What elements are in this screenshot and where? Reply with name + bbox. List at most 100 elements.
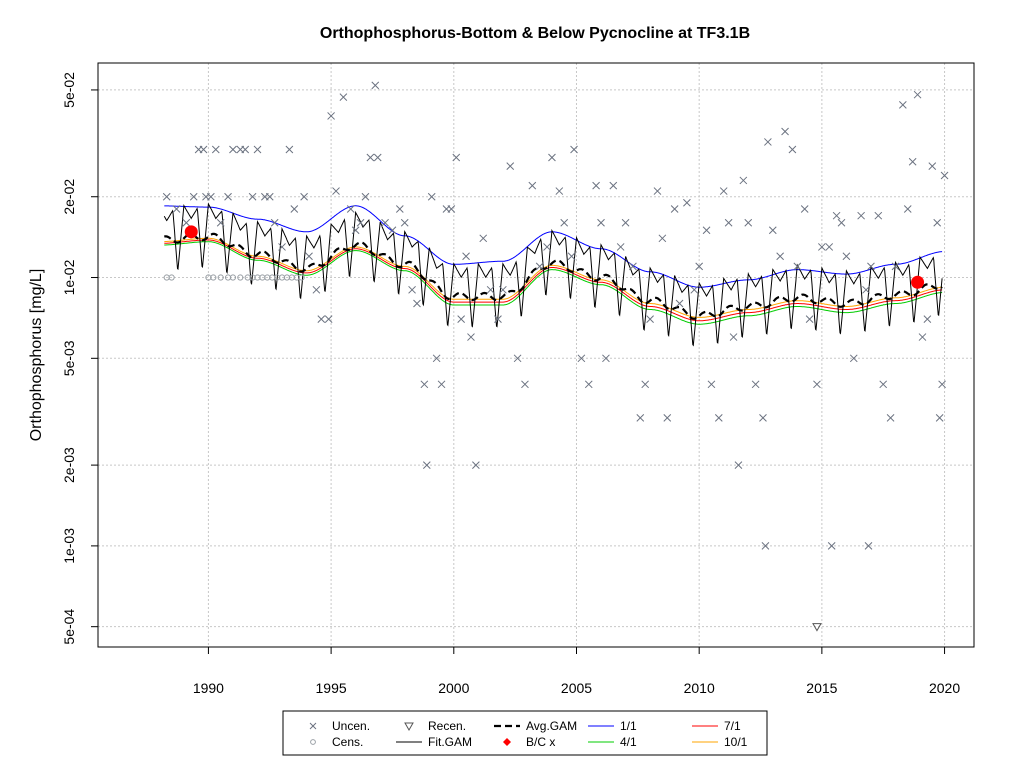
uncensored-point	[253, 145, 262, 154]
uncensored-point	[560, 218, 569, 227]
cross-stroke	[759, 413, 767, 422]
uncensored-point	[381, 218, 389, 227]
uncensored-point	[567, 252, 576, 261]
uncensored-point	[427, 192, 436, 201]
cross-stroke	[366, 153, 375, 162]
cross-stroke	[714, 413, 723, 422]
uncensored-point	[759, 413, 767, 422]
uncensored-point	[874, 211, 883, 220]
cross-stroke	[864, 542, 873, 550]
cross-stroke	[543, 243, 551, 251]
cross-stroke	[918, 333, 927, 341]
uncensored-point	[548, 153, 556, 162]
cross-stroke	[285, 145, 294, 154]
uncensored-point	[577, 354, 586, 363]
legend-item-avggam: Avg.GAM	[494, 719, 577, 733]
uncensored-point	[751, 380, 760, 389]
uncensored-point	[788, 145, 797, 154]
cross-stroke	[908, 157, 917, 166]
uncensored-point	[241, 145, 250, 154]
uncensored-point	[940, 171, 949, 180]
uncensored-point	[189, 192, 198, 201]
legend-label: 1/1	[620, 719, 637, 733]
uncensored-point	[675, 299, 684, 308]
y-tick-label: 1e-03	[61, 528, 77, 564]
cross-stroke	[602, 354, 610, 363]
uncensored-point	[891, 262, 900, 271]
cross-stroke	[408, 285, 416, 294]
cross-stroke	[327, 112, 335, 120]
legend-item-cens: Cens.	[310, 735, 363, 749]
cross-stroke	[317, 315, 326, 323]
uncensored-point	[879, 380, 888, 389]
censored-point	[217, 274, 224, 281]
cross-stroke	[413, 299, 421, 308]
uncensored-point	[616, 243, 625, 251]
y-axis: 5e-04 1e-03 2e-03 5e-03 1e-02 2e-02 5e-02	[61, 72, 98, 645]
cross-stroke	[653, 187, 662, 195]
uncensored-point	[229, 145, 237, 154]
cross-stroke	[400, 218, 409, 227]
cross-stroke	[467, 333, 475, 341]
x-tick-label: 2015	[806, 680, 837, 696]
cross-stroke	[788, 145, 797, 154]
uncensored-point	[898, 100, 907, 109]
cross-stroke	[457, 315, 466, 323]
x-tick-label: 1990	[193, 680, 224, 696]
uncensored-point	[653, 187, 662, 195]
cross-stroke	[199, 145, 208, 154]
legend-label: Fit.GAM	[428, 735, 472, 749]
uncensored-point	[849, 354, 858, 363]
uncensored-point	[327, 112, 335, 120]
uncensored-point	[290, 205, 299, 213]
uncensored-point	[800, 205, 809, 213]
trend-lines	[163, 202, 943, 347]
uncensored-point	[707, 380, 716, 389]
uncensored-point	[211, 145, 220, 154]
uncensored-point	[636, 413, 645, 422]
bc-marker	[184, 225, 198, 239]
cross-stroke	[690, 285, 699, 294]
cross-stroke	[388, 226, 397, 235]
x-tick-label: 2020	[929, 680, 960, 696]
cross-stroke	[609, 181, 618, 190]
uncensored-point	[388, 226, 397, 235]
y-tick-label: 2e-03	[61, 447, 77, 483]
cross-stroke	[663, 413, 672, 422]
uncensored-point	[472, 461, 480, 469]
cross-stroke	[776, 252, 785, 261]
uncensored-point	[467, 333, 475, 341]
bc-marker	[911, 275, 925, 289]
uncensored-point	[371, 81, 380, 90]
uncensored-point	[739, 176, 748, 185]
uncensored-point	[373, 153, 382, 162]
cross-stroke	[641, 380, 650, 389]
uncensored-point	[867, 262, 875, 271]
cross-stroke	[818, 243, 826, 251]
cross-stroke	[253, 145, 262, 154]
uncensored-point	[361, 192, 370, 201]
cross-stroke	[479, 234, 488, 243]
cross-stroke	[761, 542, 770, 550]
uncensored-point	[837, 218, 846, 227]
uncensored-point	[172, 205, 181, 213]
uncensored-point	[629, 262, 637, 271]
uncensored-point	[356, 218, 365, 227]
uncensored-point	[395, 205, 404, 213]
cross-stroke	[849, 354, 858, 363]
y-tick-label: 2e-02	[61, 179, 77, 215]
censored-point	[237, 274, 244, 281]
uncensored-point	[928, 162, 937, 171]
cross-stroke	[351, 226, 360, 235]
uncensored-point	[555, 187, 564, 195]
avg-gam-line	[164, 232, 943, 320]
uncensored-point	[265, 192, 274, 201]
cross-stroke	[584, 380, 593, 389]
uncensored-point	[422, 461, 431, 469]
cross-stroke	[744, 218, 753, 227]
cross-stroke	[898, 100, 907, 109]
cross-stroke	[265, 192, 274, 201]
cross-stroke	[356, 218, 365, 227]
legend-label: Uncen.	[332, 719, 370, 733]
uncensored-point	[535, 262, 544, 271]
